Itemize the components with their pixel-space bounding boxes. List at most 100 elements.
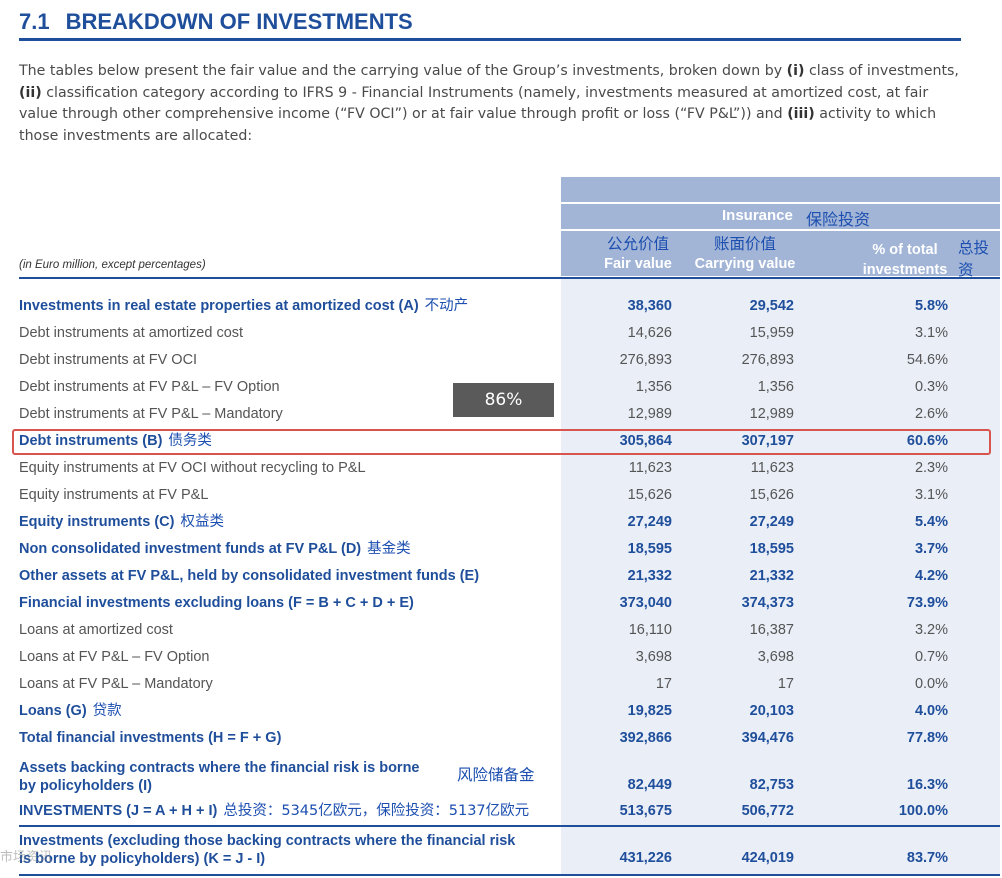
table-row: Debt instruments (B) 债务类 305,864 307,197 60.… [19,428,1000,455]
table-row: Debt instruments at FV OCI 276,893 276,893… [19,347,1000,374]
cell-carrying-value: 21,332 [749,568,794,584]
cell-fair-value: 392,866 [619,730,672,746]
row-label-wrap: Debt instruments at FV OCI [19,347,197,374]
cell-pct: 100.0% [898,803,948,819]
cell-carrying-value: 18,595 [749,541,794,557]
table-row: Total financial investments (H = F + G) 3… [19,725,1000,752]
bottom-rule [19,874,1000,876]
cell-pct: 4.0% [914,703,948,719]
row-label-wrap: Debt instruments at FV P&L – FV Option [19,374,280,401]
row-label-wrap: Loans at FV P&L – FV Option [19,644,209,671]
cell-pct: 73.9% [906,595,948,611]
table-row-investments-excl: Investments (excluding those backing con… [19,828,1000,872]
row-label-line1: Assets backing contracts where the finan… [19,760,420,776]
row-label: Equity instruments at FV P&L [19,487,209,503]
row-label-line2: is borne by policyholders) (K = J - I) [19,851,266,867]
row-label: Loans (G) [19,703,87,719]
zoom-indicator: 86% [453,383,554,417]
cell-pct: 0.0% [914,676,948,692]
cell-pct: 54.6% [906,352,948,368]
row-label: Debt instruments at FV P&L – FV Option [19,379,280,395]
cell-fair-value: 11,623 [628,460,672,476]
cell-pct: 2.3% [914,460,948,476]
cell-fair-value: 1,356 [635,379,672,395]
row-annotation: 贷款 [92,703,122,719]
row-label: Debt instruments at FV P&L – Mandatory [19,406,283,422]
cell-fair-value: 513,675 [619,803,672,819]
row-annotation: 权益类 [180,514,224,530]
units-note: (in Euro million, except percentages) [19,259,206,271]
cell-pct: 4.2% [914,568,948,584]
cell-fair-value: 17 [655,676,672,692]
row-label-wrap: Investments in real estate properties at… [19,293,468,320]
cell-carrying-value: 15,626 [749,487,794,503]
group-label-annotation: 保险投资 [806,210,871,229]
cell-pct: 0.3% [914,379,948,395]
cell-pct: 3.2% [914,622,948,638]
row-label: Loans at FV P&L – FV Option [19,649,210,665]
section-heading: 7.1 BREAKDOWN OF INVESTMENTS [19,6,961,41]
cell-fair-value: 14,626 [627,325,672,341]
table-row: Other assets at FV P&L, held by consolid… [19,563,1000,590]
cell-pct: 2.6% [914,406,948,422]
table-row: Loans at amortized cost 16,110 16,387 3.2% [19,617,1000,644]
cell-pct: 3.7% [914,541,948,557]
row-label-wrap: Loans at FV P&L – Mandatory [19,671,213,698]
intro-marker-3: (iii) [787,106,815,122]
row-label-wrap: Other assets at FV P&L, held by consolid… [19,563,479,590]
section-title: BREAKDOWN OF INVESTMENTS [65,9,413,34]
row-label: Financial investments excluding loans (F… [19,595,414,611]
cell-carrying-value: 82,753 [749,777,794,793]
cell-carrying-value: 29,542 [749,298,794,314]
row-annotation: 总投资：5345亿欧元，保险投资：5137亿欧元 [223,803,530,819]
row-label-wrap: Equity instruments at FV OCI without rec… [19,455,366,482]
cell-pct: 5.4% [914,514,948,530]
table-header-band-columns [561,231,1000,276]
row-highlight-box [12,429,991,455]
cell-fair-value: 27,249 [627,514,672,530]
row-label-line1: Investments (excluding those backing con… [19,833,516,849]
cell-fair-value: 431,226 [619,850,672,866]
table-row: Debt instruments at FV P&L – FV Option 1,… [19,374,1000,401]
cell-carrying-value: 307,197 [741,433,794,449]
cell-carrying-value: 424,019 [741,850,794,866]
row-label-wrap: Debt instruments at FV P&L – Mandatory [19,401,283,428]
header-rule [19,277,1000,279]
cell-pct: 3.1% [914,487,948,503]
cell-carrying-value: 394,476 [741,730,794,746]
row-label-wrap: Total financial investments (H = F + G) [19,725,281,752]
section-number: 7.1 [19,9,50,34]
row-label-wrap: Loans (G) 贷款 [19,698,122,725]
cell-fair-value: 305,864 [619,433,672,449]
cell-fair-value: 373,040 [619,595,672,611]
intro-text-2: class of investments, [804,63,959,79]
cell-carrying-value: 276,893 [741,352,794,368]
row-label-wrap: Financial investments excluding loans (F… [19,590,414,617]
row-label: Total financial investments (H = F + G) [19,730,282,746]
table-row: Equity instruments at FV P&L 15,626 15,626… [19,482,1000,509]
row-annotation: 基金类 [367,541,411,557]
row-label-wrap: Debt instruments at amortized cost [19,320,243,347]
table-row: Loans at FV P&L – FV Option 3,698 3,698 0.7… [19,644,1000,671]
intro-text-3: classification category according to IFR… [19,84,929,123]
cell-carrying-value: 11,623 [750,460,794,476]
row-label: Equity instruments at FV OCI without rec… [19,460,366,476]
row-label-wrap: Equity instruments at FV P&L [19,482,208,509]
cell-pct: 16.3% [906,777,948,793]
row-label: Other assets at FV P&L, held by consolid… [19,568,480,584]
table-header-band-group [561,204,1000,229]
watermark: 市场资讯 [0,850,53,865]
cell-fair-value: 15,626 [627,487,672,503]
row-label: Debt instruments (B) [19,433,163,449]
column-header-carrying-value: 账面价值 Carrying value [694,235,796,272]
group-label: Insurance [722,207,793,224]
table-row-investments-total: INVESTMENTS (J = A + H + I) 总投资：5345亿欧元，保… [19,798,1000,825]
cell-carrying-value: 20,103 [749,703,794,719]
row-label-wrap: Non consolidated investment funds at FV … [19,536,411,563]
table-row: Loans (G) 贷款 19,825 20,103 4.0% [19,698,1000,725]
cell-fair-value: 21,332 [627,568,672,584]
cell-carrying-value: 27,249 [749,514,794,530]
row-label: Loans at amortized cost [19,622,173,638]
intro-text-1: The tables below present the fair value … [19,63,787,79]
column-header-annotation: 总投资 [958,239,990,279]
